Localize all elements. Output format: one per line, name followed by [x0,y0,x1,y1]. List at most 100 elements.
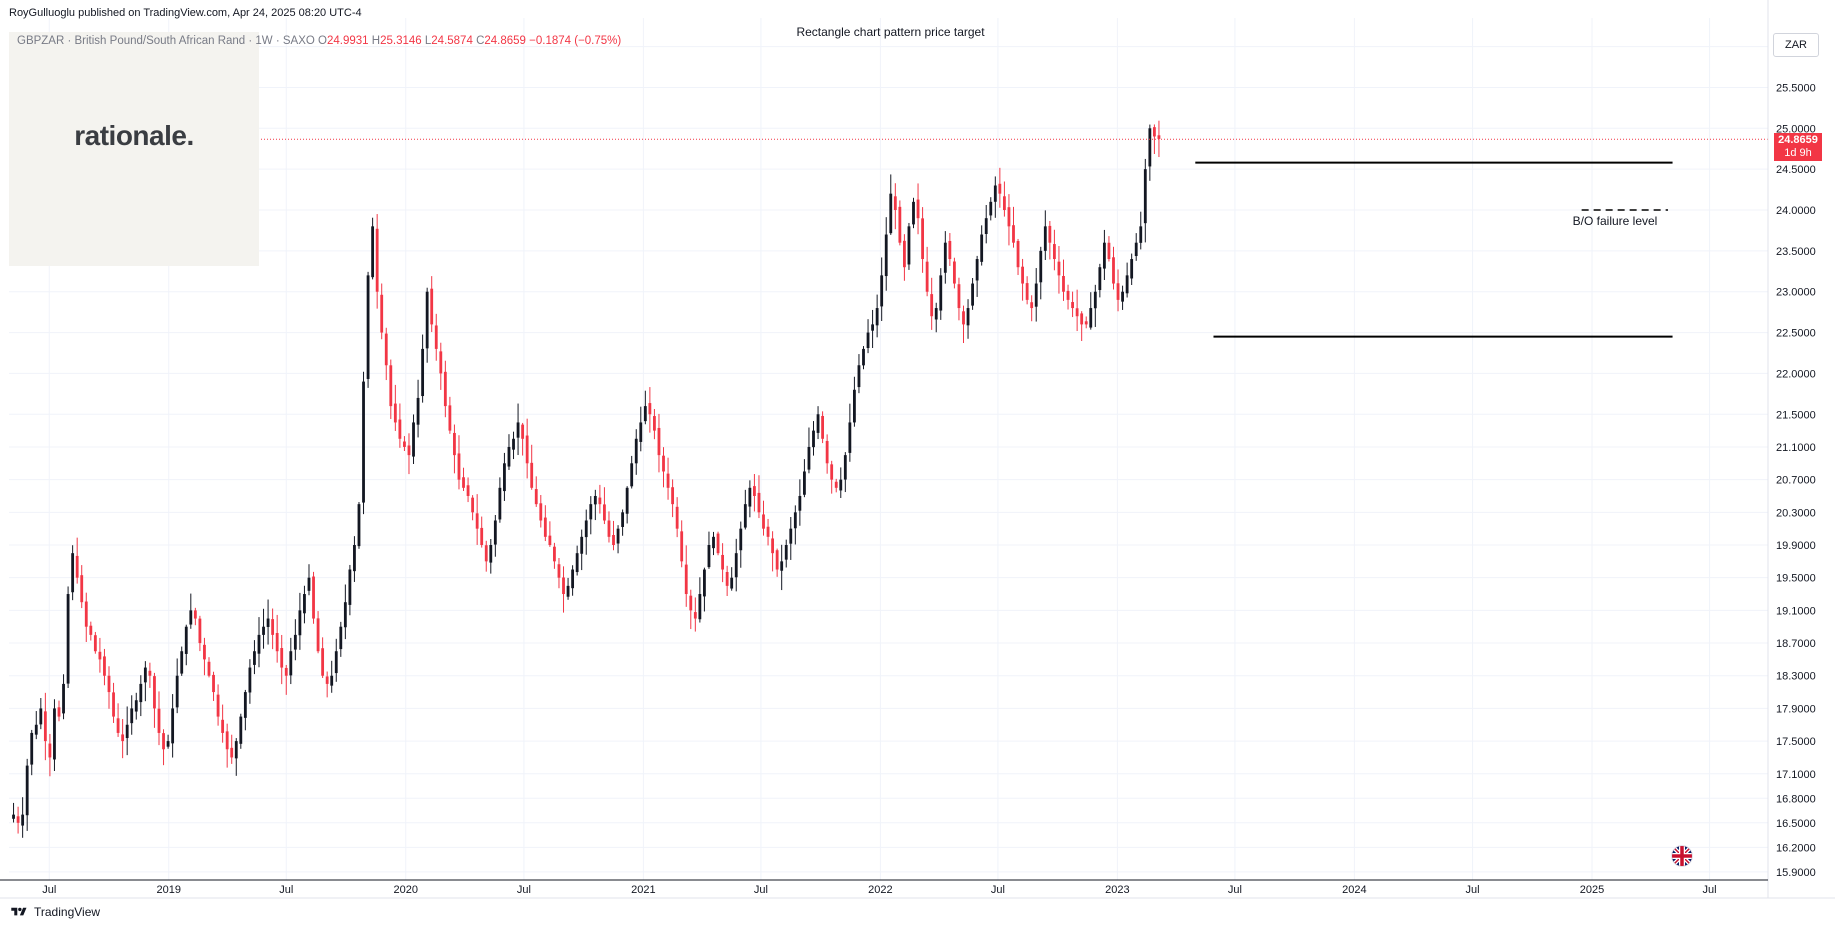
low-label: L [424,35,432,47]
candle-body [362,381,365,503]
candle-body [448,405,452,431]
candle-body [103,656,106,676]
x-tick-label: 2024 [1342,884,1366,896]
candle-body [425,291,429,349]
candle-body [1025,283,1029,300]
x-tick-label: Jul [754,884,768,896]
candle-body [898,206,902,243]
x-tick-label: Jul [279,884,293,896]
symbol-legend[interactable]: GBPZAR · British Pound/South African Ran… [17,35,621,47]
chart-title: Rectangle chart pattern price target [796,25,985,39]
y-tick-label: 19.1000 [1776,605,1816,617]
candle-body [43,711,47,742]
candle-body [598,497,602,505]
candle-body [525,435,529,464]
candle-body [875,308,879,326]
candle-body [1075,308,1079,317]
candle-body [543,517,547,537]
x-tick-label: Jul [517,884,531,896]
candle-body [112,692,115,717]
candle-body [480,527,484,546]
grid [9,18,1768,880]
candle-body [948,240,952,260]
candle-body [830,464,834,480]
footer-brand[interactable]: TradingView [9,905,100,919]
candle-body [289,651,293,676]
candle-body [1030,302,1034,309]
candle-body [571,569,575,589]
candle-body [498,487,502,520]
candle-body [671,487,675,505]
candle-body [416,397,420,425]
candle-body [380,294,384,333]
candle-body [80,575,84,603]
candle-body [507,446,511,467]
candle-body [1089,308,1093,328]
candle-body [171,708,175,744]
candle-body [853,389,856,423]
candle-body [584,520,588,538]
y-tick-label: 21.5000 [1776,409,1816,421]
candle-body [216,694,220,717]
candle-body [1062,276,1065,292]
candle-body [1080,313,1084,325]
close-value: 24.8659 [484,35,526,47]
candle-body [239,716,243,744]
y-tick-label: 17.9000 [1776,703,1816,715]
candle-body [275,633,279,652]
y-tick-label: 15.9000 [1776,867,1816,879]
candle-body [30,732,34,765]
candle-body [675,506,679,529]
candle-body [512,438,515,450]
candle-body [234,741,238,759]
candle-body [721,554,725,570]
candle-body [698,594,702,620]
candle-body [1143,169,1147,224]
candle-body [862,348,865,366]
candle-body [562,577,565,595]
candle-body [303,594,306,614]
candle-body [230,747,234,758]
candle-body [871,324,875,331]
candle-body [998,183,1002,194]
candle-body [39,708,43,725]
y-tick-label: 16.2000 [1776,842,1816,854]
candle-body [116,718,120,733]
candle-body [403,441,406,447]
y-tick-label: 22.0000 [1776,368,1816,380]
candle-body [1052,244,1056,260]
uk-flag-icon[interactable] [1671,845,1693,867]
y-tick-label: 25.5000 [1776,82,1816,94]
candle-body [1002,196,1006,211]
annotations: B/O failure level [9,138,1768,338]
candle-body [316,618,320,652]
currency-button[interactable]: ZAR [1773,33,1819,57]
candle-body [398,419,402,439]
candle-body [12,814,15,819]
candle-body [475,513,479,529]
candle-body [125,724,129,739]
candle-body [334,651,338,674]
candle-body [521,424,525,439]
candle-body [198,618,202,644]
candle-body [730,577,734,589]
candle-body [1112,257,1115,284]
candle-body [130,708,134,724]
candle-body [1034,283,1038,307]
candle-body [971,283,974,306]
candle-body [1007,207,1011,227]
candles [12,120,1161,838]
candle-body [612,535,615,546]
candle-body [771,538,775,554]
candle-body [353,545,356,572]
candle-body [753,486,756,496]
high-label: H [371,35,381,47]
candle-body [857,365,861,388]
candle-body [134,700,138,712]
candle-body [666,473,670,488]
candle-body [1021,266,1024,284]
candle-body [966,308,970,326]
candle-body [1157,135,1161,139]
candle-body [293,634,297,650]
